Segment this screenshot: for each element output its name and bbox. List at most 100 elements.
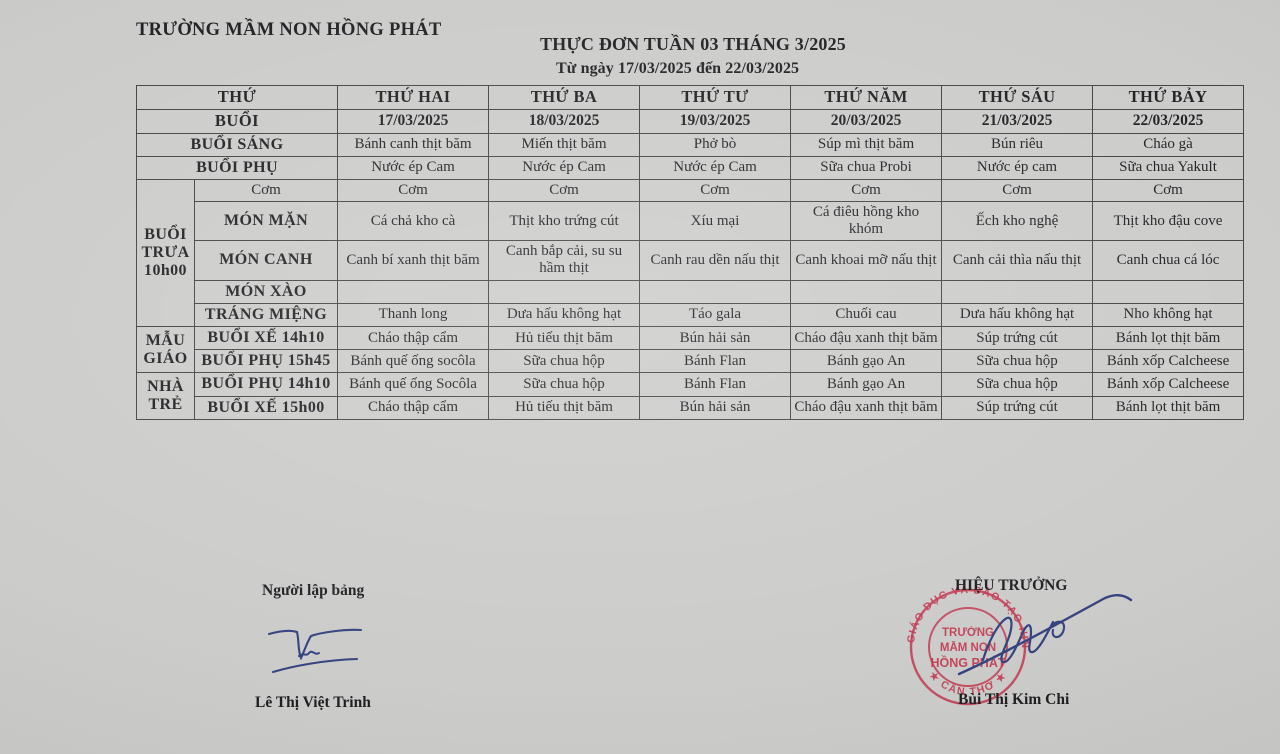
menu-cell: Canh chua cá lóc bbox=[1092, 240, 1245, 281]
menu-cell: Sữa chua hộp bbox=[941, 349, 1094, 374]
menu-cell: Súp mì thịt băm bbox=[790, 132, 943, 157]
menu-cell: Cơm bbox=[1092, 179, 1245, 203]
table-row: NHÀ TRẺ BUỔI PHỤ 14h10 Bánh quế ống Socôla S… bbox=[136, 372, 1245, 420]
menu-cell: Nước ép Cam bbox=[488, 155, 641, 181]
menu-cell: Bánh xốp Calcheese bbox=[1092, 349, 1245, 374]
menu-cell: Xíu mại bbox=[639, 201, 792, 242]
table-header-dates: BUỔI 17/03/2025 18/03/2025 19/03/2025 20/03/… bbox=[135, 108, 1245, 134]
day-date-6: 22/03/2025 bbox=[1092, 108, 1245, 134]
day-date-4: 20/03/2025 bbox=[790, 108, 943, 134]
menu-cell bbox=[337, 279, 490, 304]
day-header-2: THỨ BA bbox=[488, 85, 641, 110]
meal-label: BUỔI PHỤ 14h10 bbox=[193, 372, 339, 397]
meal-label: BUỔI SÁNG bbox=[135, 132, 339, 157]
menu-cell: Bánh quế ống Socôla bbox=[337, 372, 490, 397]
meal-label: BUỔI PHỤ 15h45 bbox=[193, 349, 339, 374]
preparer-signature-icon bbox=[267, 628, 363, 674]
menu-cell: Cơm bbox=[639, 179, 792, 203]
table-row: MÓN CANH Canh bí xanh thịt băm Canh bắp cả… bbox=[137, 240, 1245, 281]
group-label-line: BUỔI bbox=[144, 225, 187, 243]
corner-label-buoi: BUỔI bbox=[135, 108, 339, 134]
day-header-5: THỨ SÁU bbox=[941, 85, 1094, 110]
preparer-title: Người lập bảng bbox=[262, 582, 365, 599]
menu-cell: Chuối cau bbox=[790, 302, 943, 328]
menu-cell: Cháo đậu xanh thịt băm bbox=[790, 325, 943, 351]
meal-label: MÓN MẶN bbox=[193, 201, 339, 242]
menu-cell bbox=[639, 279, 792, 304]
group-label-line: TRẺ bbox=[148, 396, 183, 414]
document-title: THỰC ĐƠN TUẦN 03 THÁNG 3/2025 bbox=[540, 34, 846, 54]
principal-signature-icon bbox=[957, 594, 1133, 676]
menu-cell bbox=[488, 279, 641, 304]
day-date-1: 17/03/2025 bbox=[337, 108, 490, 134]
menu-cell: Bánh Flan bbox=[639, 349, 792, 374]
menu-cell: Sữa chua hộp bbox=[941, 372, 1094, 397]
menu-cell: Súp trứng cút bbox=[941, 325, 1094, 351]
menu-cell: Nho không hạt bbox=[1092, 302, 1245, 328]
menu-cell: Canh khoai mỡ nấu thịt bbox=[790, 240, 943, 281]
menu-cell: Cháo gà bbox=[1092, 132, 1245, 157]
meal-label: BUỔI XẾ 15h00 bbox=[193, 395, 339, 420]
group-label-line: 10h00 bbox=[144, 262, 187, 280]
menu-cell: Dưa hấu không hạt bbox=[941, 302, 1094, 328]
menu-cell: Bún hải sản bbox=[639, 325, 792, 351]
meal-label: TRÁNG MIỆNG bbox=[193, 302, 339, 328]
menu-cell bbox=[790, 279, 943, 304]
menu-cell bbox=[1092, 279, 1245, 304]
group-label-line: TRƯA bbox=[141, 243, 190, 261]
menu-cell: Nước ép Cam bbox=[337, 155, 490, 181]
menu-cell: Cháo đậu xanh thịt băm bbox=[790, 395, 943, 420]
menu-cell: Ếch kho nghệ bbox=[941, 201, 1094, 242]
menu-cell: Cơm bbox=[941, 179, 1094, 203]
menu-cell: Cơm bbox=[488, 179, 641, 203]
menu-cell: Sữa chua Yakult bbox=[1092, 155, 1245, 181]
menu-cell: Cá chả kho cà bbox=[337, 201, 490, 242]
document-date-range: Từ ngày 17/03/2025 đến 22/03/2025 bbox=[556, 60, 800, 77]
menu-cell: Canh bắp cải, su su hầm thịt bbox=[488, 240, 641, 281]
menu-cell: Canh bí xanh thịt băm bbox=[337, 240, 490, 281]
day-header-6: THỨ BẢY bbox=[1092, 85, 1245, 110]
school-name: TRƯỜNG MẦM NON HỒNG PHÁT bbox=[136, 20, 442, 40]
menu-cell: Sữa chua Probi bbox=[790, 155, 943, 181]
menu-cell: Phở bò bbox=[639, 132, 792, 157]
svg-text:TRƯỜNG: TRƯỜNG bbox=[942, 626, 994, 639]
menu-cell: Bánh quế ống socôla bbox=[337, 349, 490, 374]
meal-label: BUỔI XẾ 14h10 bbox=[193, 325, 339, 351]
menu-cell: Sữa chua hộp bbox=[488, 372, 641, 397]
menu-cell: Bánh Flan bbox=[639, 372, 792, 397]
day-header-4: THỨ NĂM bbox=[790, 85, 943, 110]
table-header-days: THỨ THỨ HAI THỨ BA THỨ TƯ THỨ NĂM THỨ SÁU THỨ … bbox=[135, 85, 1245, 110]
menu-cell: Thịt kho đậu cove bbox=[1092, 201, 1245, 242]
menu-cell: Dưa hấu không hạt bbox=[488, 302, 641, 328]
menu-cell: Canh rau dền nấu thịt bbox=[639, 240, 792, 281]
menu-cell: Cháo thập cẩm bbox=[337, 395, 490, 420]
table-row: BUỔI TRƯA 10h00 Cơm Cơm Cơm Cơm Cơm Cơm Cơm bbox=[136, 179, 1245, 327]
corner-label-thu: THỨ bbox=[135, 85, 339, 110]
table-row: BUỔI PHỤ Nước ép Cam Nước ép Cam Nước ép Ca… bbox=[135, 155, 1245, 181]
menu-cell: Cá điêu hồng kho khóm bbox=[790, 201, 943, 242]
menu-cell: Bánh gạo An bbox=[790, 372, 943, 397]
menu-cell: Hủ tiếu thịt băm bbox=[488, 395, 641, 420]
svg-text:HỒNG PHÁT: HỒNG PHÁT bbox=[931, 655, 1006, 670]
group-label: NHÀ TRẺ bbox=[136, 372, 195, 420]
menu-cell: Thịt kho trứng cút bbox=[488, 201, 641, 242]
menu-cell bbox=[941, 279, 1094, 304]
menu-cell: Bánh lọt thịt băm bbox=[1092, 325, 1245, 351]
menu-cell: Nước ép cam bbox=[941, 155, 1094, 181]
table-row: BUỔI XẾ 15h00 Cháo thập cẩm Hủ tiếu thịt b… bbox=[137, 395, 1245, 420]
menu-cell: Súp trứng cút bbox=[941, 395, 1094, 420]
day-header-3: THỨ TƯ bbox=[639, 85, 792, 110]
meal-label: MÓN XÀO bbox=[193, 279, 339, 304]
group-label: MẪU GIÁO bbox=[136, 325, 195, 374]
table-row: MẪU GIÁO BUỔI XẾ 14h10 Cháo thập cẩm Hủ tiếu… bbox=[136, 325, 1245, 374]
meal-label: Cơm bbox=[193, 179, 339, 203]
group-label-line: GIÁO bbox=[143, 349, 188, 367]
principal-title: HIỆU TRƯỞNG bbox=[955, 577, 1068, 594]
day-date-3: 19/03/2025 bbox=[639, 108, 792, 134]
group-label: BUỔI TRƯA 10h00 bbox=[136, 179, 195, 327]
menu-cell: Bánh canh thịt băm bbox=[337, 132, 490, 157]
preparer-name: Lê Thị Việt Trinh bbox=[255, 694, 371, 711]
table-row: BUỔI PHỤ 15h45 Bánh quế ống socôla Sữa chu… bbox=[137, 349, 1245, 374]
menu-cell: Miến thịt băm bbox=[488, 132, 641, 157]
group-label-line: NHÀ bbox=[147, 377, 184, 395]
